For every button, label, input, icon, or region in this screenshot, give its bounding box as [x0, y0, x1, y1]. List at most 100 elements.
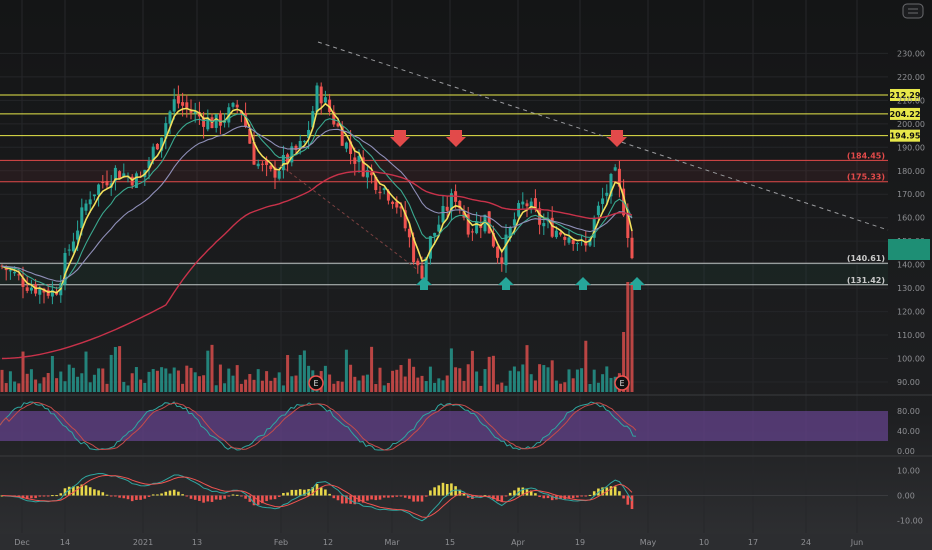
macd-histogram-bar [445, 483, 449, 496]
macd-histogram-bar [122, 495, 126, 499]
macd-histogram-bar [63, 488, 67, 496]
candle-body [206, 117, 210, 130]
volume-bar [420, 375, 424, 392]
macd-histogram-bar [97, 490, 100, 496]
price-tick-label: 140.00 [897, 261, 925, 270]
candle-body [193, 111, 197, 114]
volume-bar [449, 348, 453, 392]
stochastic-tick-label: 80.00 [897, 407, 920, 416]
level-tag-label: 212.29 [890, 91, 921, 100]
volume-bar [277, 372, 281, 392]
volume-bar [328, 374, 332, 392]
candle-body [0, 265, 4, 267]
candle-body [307, 129, 311, 139]
volume-bar [395, 369, 399, 392]
candle-body [533, 198, 537, 210]
time-tick-label: 15 [445, 538, 455, 547]
volume-bar [71, 367, 75, 392]
candle-body [336, 123, 340, 127]
level-label: (131.42) [847, 276, 885, 285]
volume-bar [412, 366, 416, 392]
horizontal-levels [0, 94, 888, 286]
candle-body [181, 102, 185, 106]
volume-bar [479, 385, 483, 392]
candle-body [298, 140, 302, 149]
macd-histogram-bar [387, 495, 390, 498]
menu-button[interactable] [902, 3, 924, 19]
price-tick-label: 190.00 [897, 143, 925, 152]
level-tag-label: 204.22 [890, 110, 921, 119]
candle-body [50, 290, 54, 297]
candle-body [370, 172, 374, 176]
macd-histogram-bar [105, 494, 109, 496]
candle-body [412, 237, 416, 263]
candle-body [29, 287, 33, 291]
candle-body [328, 99, 332, 113]
level-tag [890, 129, 920, 142]
price-tick-label: 110.00 [897, 331, 925, 340]
candle-body [80, 207, 84, 229]
macd-histogram-bar [412, 495, 415, 502]
macd-signal-line [1, 474, 633, 518]
macd-histogram-bar [130, 495, 134, 502]
candle-body [134, 173, 138, 188]
candle-body [248, 128, 252, 144]
volume-bar [105, 383, 109, 392]
price-tick-label: 100.00 [897, 355, 925, 364]
macd-histogram-bar [374, 495, 378, 501]
volume-bar [596, 382, 600, 392]
volume-bar [382, 385, 386, 392]
macd-pane [0, 472, 888, 522]
volume-bar [491, 355, 495, 392]
time-tick-label: Feb [274, 538, 288, 547]
macd-histogram-bar [93, 489, 96, 496]
candle-body [554, 230, 558, 238]
candle-body [571, 239, 575, 244]
candle-body [357, 156, 361, 163]
volume-bar [475, 371, 479, 392]
volume-bar [42, 377, 46, 392]
macd-histogram-bar [462, 493, 466, 496]
volume-bar [609, 377, 613, 392]
candle-body [475, 221, 479, 234]
volume-bar [189, 367, 193, 392]
volume-bar [118, 346, 122, 392]
volume-bar [155, 370, 159, 392]
candle-body [88, 199, 92, 205]
macd-histogram-bar [416, 495, 420, 502]
candle-body [269, 165, 273, 170]
candle-body [399, 206, 403, 209]
candle-body [575, 243, 579, 245]
candle-body [601, 198, 605, 204]
macd-histogram-bar [67, 486, 71, 496]
volume-bar [554, 380, 558, 392]
earnings-badge [308, 375, 324, 391]
macd-histogram-bar [277, 495, 281, 497]
candle-body [386, 190, 390, 201]
macd-histogram-bar [126, 495, 130, 500]
macd-histogram-bar [294, 489, 298, 496]
candle-body [500, 257, 504, 264]
up-arrow-icon [416, 277, 432, 290]
candle-body [407, 228, 411, 238]
volume-bar [323, 365, 327, 392]
volume-bar [487, 356, 491, 392]
stochastic-band [0, 411, 888, 441]
volume-bar [13, 381, 17, 392]
candle-body [265, 160, 269, 166]
candle-body [168, 111, 172, 124]
moving-averages [1, 102, 633, 360]
volume-bar [139, 379, 143, 392]
macd-histogram-bar [55, 495, 58, 497]
macd-histogram-bar [571, 495, 575, 499]
macd-histogram-bar [357, 495, 361, 502]
macd-histogram-bar [101, 492, 105, 496]
candle-body [235, 104, 239, 108]
menu-button-frame[interactable] [902, 3, 924, 19]
price-tick-label: 160.00 [897, 214, 925, 223]
volume-bar [181, 383, 185, 392]
time-tick-label: Dec [14, 538, 29, 547]
candle-body [202, 117, 206, 127]
price-tick-label: 180.00 [897, 167, 925, 176]
volume-bar [122, 381, 126, 392]
